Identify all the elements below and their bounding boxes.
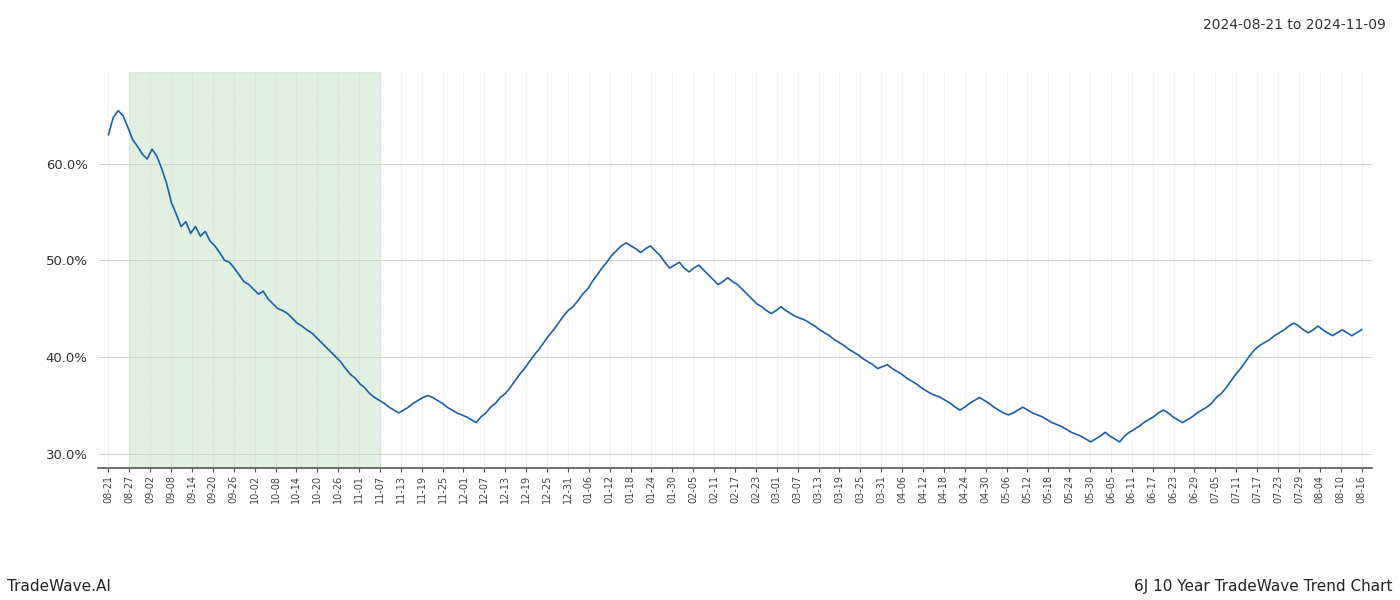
Text: 6J 10 Year TradeWave Trend Chart: 6J 10 Year TradeWave Trend Chart	[1134, 579, 1393, 594]
Bar	[129, 72, 379, 468]
Text: 2024-08-21 to 2024-11-09: 2024-08-21 to 2024-11-09	[1203, 18, 1386, 32]
Text: TradeWave.AI: TradeWave.AI	[7, 579, 111, 594]
